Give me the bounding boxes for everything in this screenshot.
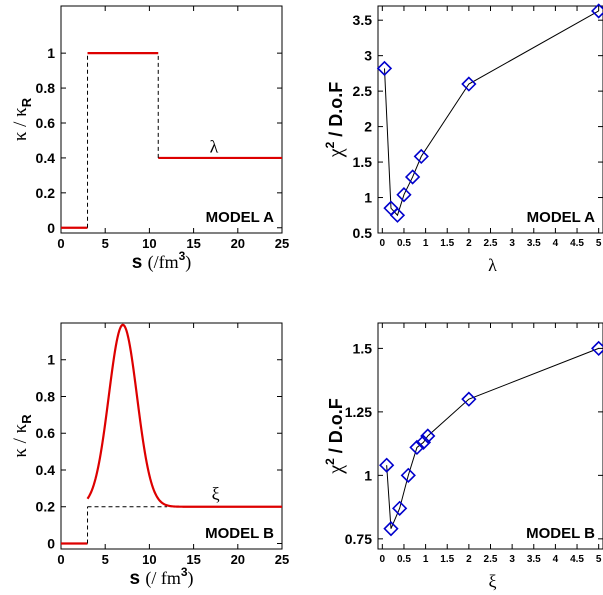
plot-frame — [377, 322, 603, 550]
x-tick-label: 2.5 — [484, 238, 498, 249]
data-point-diamond — [591, 3, 603, 19]
x-tick-label: 3.5 — [527, 554, 541, 565]
chart-panel-1: 0 5 10 15 20 25 0 0.2 0.4 0.6 0.8 1 MODEL A λ s (/fm3)… — [10, 5, 289, 273]
model-label: MODEL A — [527, 209, 596, 226]
data-point-diamond — [591, 340, 603, 357]
data-point-diamond — [376, 60, 393, 77]
x-tick-label: 20 — [231, 552, 245, 567]
data-point-diamond — [400, 467, 416, 483]
chi2-line — [383, 10, 599, 217]
y-tick-label: 0.4 — [36, 462, 56, 478]
x-tick-label: 3 — [509, 238, 515, 249]
y-tick-label: 0.5 — [353, 225, 373, 241]
y-tick-label: 1 — [364, 467, 372, 483]
plot-frame — [60, 322, 283, 550]
plot-frame — [377, 5, 603, 234]
data-point-diamond — [392, 500, 408, 517]
plot-frame — [60, 5, 283, 234]
x-tick-label: 10 — [142, 552, 156, 567]
data-point-diamond — [413, 148, 429, 165]
x-tick-label: 10 — [142, 236, 156, 251]
x-tick-label: 3 — [509, 554, 515, 565]
x-tick-label: 4.5 — [570, 554, 584, 565]
x-tick-label: 25 — [275, 236, 289, 251]
chi2-line — [386, 347, 599, 529]
x-tick-label: 1.5 — [440, 238, 454, 249]
x-tick-label: 15 — [186, 236, 200, 251]
data-point-diamond — [379, 457, 395, 473]
x-tick-label: 2 — [466, 238, 472, 249]
x-tick-label: 0.5 — [397, 554, 411, 565]
x-tick-label: 0.5 — [397, 238, 411, 249]
x-tick-label: 4 — [553, 238, 559, 249]
y-tick-label: 1.25 — [345, 404, 372, 420]
model-label: MODEL B — [526, 525, 595, 542]
chart-panel-2: 0 0.5 1 1.5 2 2.5 3 3.5 4 4.5 5 0.5 1 1.5 2 2.5 3 3.5 MODE… — [323, 3, 603, 275]
data-point-diamond — [396, 187, 412, 203]
y-tick-label: 1.5 — [353, 340, 373, 356]
y-tick-label: 0.2 — [36, 185, 56, 201]
x-tick-label: 2.5 — [484, 554, 498, 565]
x-tick-label: 2 — [466, 554, 472, 565]
y-tick-label: 0.8 — [36, 388, 56, 404]
x-tick-label: 1.5 — [440, 554, 454, 565]
y-axis-label: χ2 / D.o.F — [323, 82, 347, 159]
x-axis-label: λ — [488, 255, 497, 275]
x-axis-label: s (/ fm3) — [129, 565, 193, 589]
data-point-diamond — [389, 207, 406, 223]
y-tick-label: 1 — [47, 45, 55, 61]
y-tick-label: 0 — [47, 220, 55, 236]
y-tick-label: 1 — [364, 190, 372, 206]
x-tick-label: 0 — [57, 552, 64, 567]
x-tick-label: 20 — [231, 236, 245, 251]
x-tick-label: 5 — [102, 552, 109, 567]
y-axis-label: κ / κR — [10, 97, 34, 141]
x-tick-label: 0 — [380, 554, 386, 565]
data-point-diamond — [420, 428, 436, 444]
model-label: MODEL A — [206, 209, 275, 226]
kappa-curve — [86, 323, 282, 508]
y-tick-label: 0.2 — [36, 499, 56, 515]
y-tick-label: 2 — [364, 119, 372, 135]
x-tick-label: 25 — [275, 552, 289, 567]
x-tick-label: 1 — [423, 554, 429, 565]
y-axis-label: χ2 / D.o.F — [323, 398, 347, 475]
y-tick-label: 0.6 — [36, 115, 56, 131]
chart-panel-3: 0 5 10 15 20 25 0 0.2 0.4 0.6 0.8 1 MODEL B ξ s (/ fm3… — [10, 322, 289, 589]
x-tick-label: 4 — [553, 554, 559, 565]
x-tick-label: 15 — [186, 552, 200, 567]
x-tick-label: 3.5 — [527, 238, 541, 249]
y-tick-label: 0.8 — [36, 80, 56, 96]
y-tick-label: 0.4 — [36, 150, 56, 166]
x-axis-label: ξ — [488, 571, 496, 591]
x-tick-label: 5 — [596, 238, 602, 249]
x-tick-label: 1 — [423, 238, 429, 249]
x-tick-label: 5 — [596, 554, 602, 565]
chart-panel-4: 0 0.5 1 1.5 2 2.5 3 3.5 4 4.5 5 0.75 1 1.25 1.5 MODEL B… — [323, 322, 603, 591]
y-tick-label: 1 — [47, 352, 55, 368]
y-tick-label: 0.75 — [345, 531, 372, 547]
x-tick-label: 4.5 — [570, 238, 584, 249]
curve-label: λ — [210, 137, 219, 157]
data-point-diamond — [404, 169, 421, 185]
y-tick-label: 3 — [364, 48, 372, 64]
x-tick-label: 0 — [380, 238, 386, 249]
curve-label: ξ — [212, 483, 220, 503]
y-tick-label: 0 — [47, 535, 55, 551]
data-point-diamond — [461, 76, 477, 92]
x-axis-label: s (/fm3) — [132, 249, 192, 273]
y-tick-label: 0.6 — [36, 425, 56, 441]
data-point-diamond — [383, 521, 399, 537]
x-tick-label: 5 — [102, 236, 109, 251]
y-axis-label: κ / κR — [10, 414, 34, 458]
y-tick-label: 1.5 — [353, 154, 373, 170]
y-tick-label: 3.5 — [353, 12, 373, 28]
data-point-diamond — [409, 439, 425, 456]
model-label: MODEL B — [205, 525, 274, 542]
data-point-diamond — [415, 434, 432, 450]
data-point-diamond — [461, 391, 477, 407]
y-tick-label: 2.5 — [353, 83, 373, 99]
x-tick-label: 0 — [57, 236, 64, 251]
